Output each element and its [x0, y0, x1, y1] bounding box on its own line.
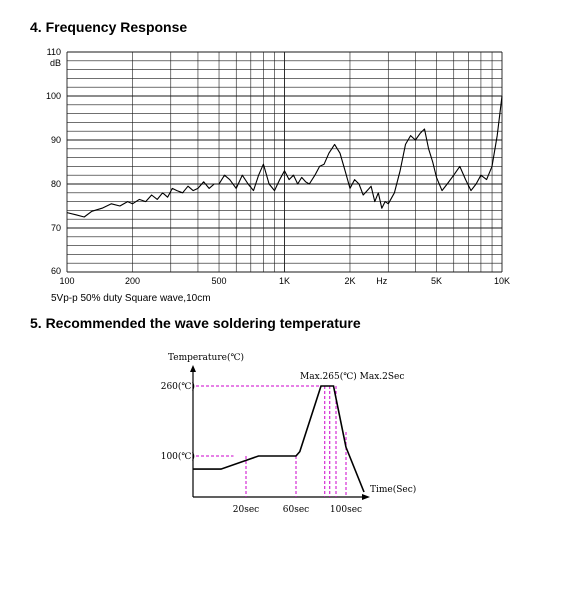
- y-tick-label: 100: [46, 91, 61, 101]
- y-axis-title: Temperature(℃): [168, 352, 244, 363]
- x-tick-label: 500: [212, 276, 227, 286]
- x-mark-label: 60sec: [283, 505, 309, 515]
- x-tick-label: 200: [125, 276, 140, 286]
- x-mark-label: 100sec: [330, 505, 362, 515]
- y-tick-label: 110: [47, 47, 61, 57]
- x-tick-label: Hz: [376, 276, 387, 286]
- x-tick-label: 2K: [344, 276, 355, 286]
- temperature-profile-curve: [193, 385, 347, 470]
- x-axis-arrow: [362, 494, 370, 500]
- x-mark-label: 20sec: [233, 505, 259, 515]
- x-tick-label: 5K: [431, 276, 442, 286]
- frequency-response-caption: 5Vp-p 50% duty Square wave,10cm: [51, 293, 211, 304]
- y-tick-label: 80: [51, 179, 61, 189]
- y-mark-label: 100(℃): [161, 451, 195, 462]
- x-tick-label: 100: [59, 276, 74, 286]
- y-axis-arrow: [190, 365, 196, 372]
- y-tick-label: 90: [51, 135, 61, 145]
- x-axis-title: Time(Sec): [370, 484, 416, 495]
- y-unit-label: dB: [50, 58, 61, 68]
- x-tick-label: 10K: [494, 276, 510, 286]
- y-mark-label: 260(℃): [161, 381, 195, 392]
- x-tick-label: 1K: [279, 276, 290, 286]
- section-heading-wave-soldering: 5. Recommended the wave soldering temper…: [30, 315, 361, 331]
- y-tick-label: 60: [51, 266, 61, 276]
- cooling-slope: [345, 446, 365, 493]
- frequency-response-curve: [66, 95, 503, 218]
- section-heading-frequency-response: 4. Frequency Response: [30, 19, 188, 35]
- peak-label: Max.265(℃) Max.2Sec: [300, 371, 404, 382]
- y-tick-label: 70: [51, 223, 61, 233]
